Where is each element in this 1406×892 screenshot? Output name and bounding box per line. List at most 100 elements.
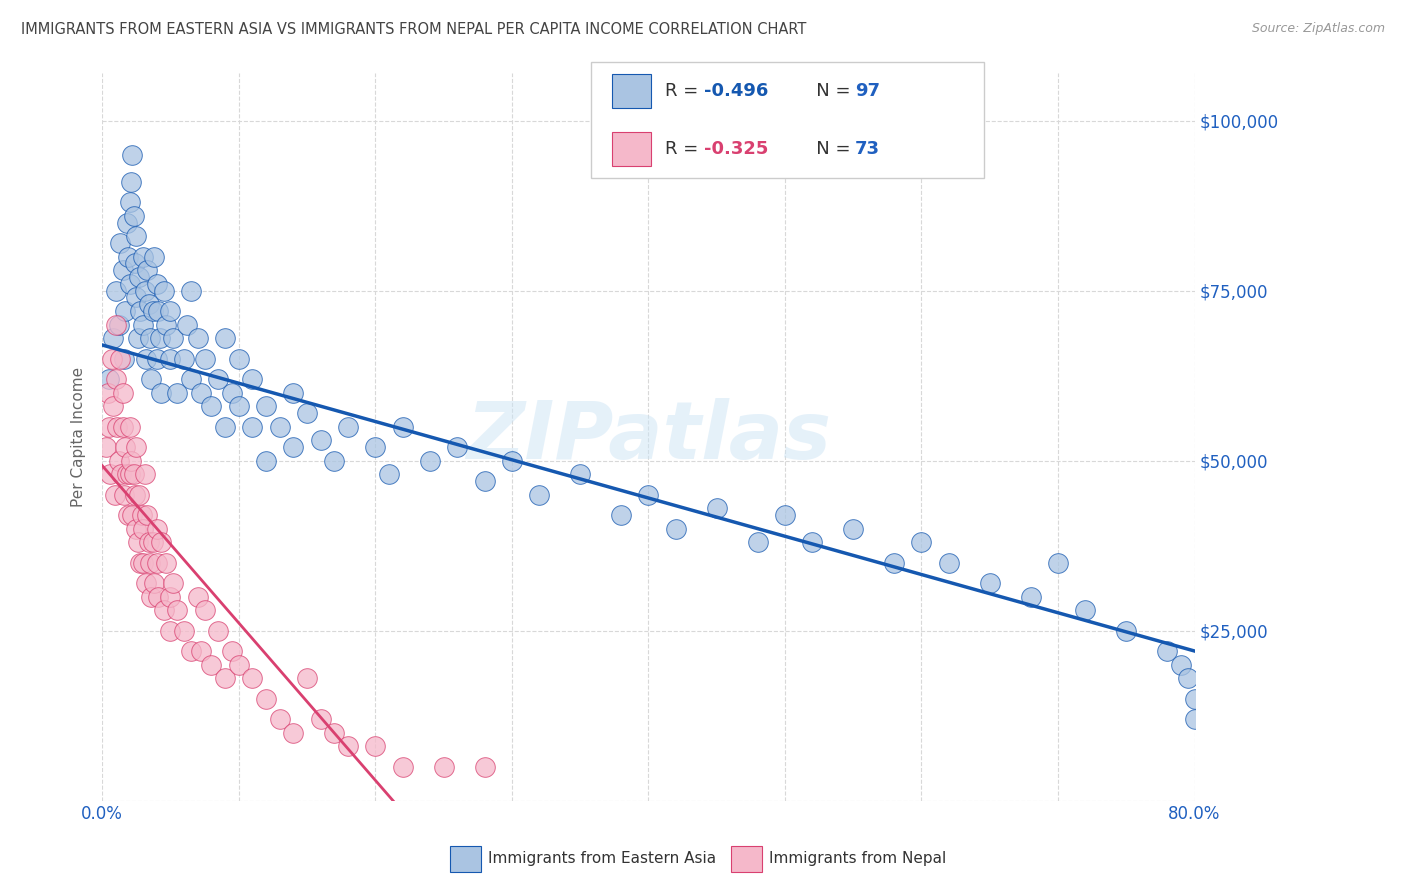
Point xyxy=(104,372,127,386)
Text: Source: ZipAtlas.com: Source: ZipAtlas.com xyxy=(1251,22,1385,36)
Point xyxy=(114,304,136,318)
Point xyxy=(121,508,143,522)
Point xyxy=(103,487,125,501)
Point xyxy=(173,624,195,638)
Point xyxy=(336,739,359,754)
Point xyxy=(128,270,150,285)
Point xyxy=(143,250,166,264)
Point xyxy=(129,556,152,570)
Point xyxy=(1115,624,1137,638)
Point xyxy=(124,256,146,270)
Point xyxy=(152,284,174,298)
Point xyxy=(132,556,155,570)
Point xyxy=(104,318,127,332)
Point xyxy=(446,440,468,454)
Point xyxy=(159,624,181,638)
Point xyxy=(309,433,332,447)
Point xyxy=(1074,603,1097,617)
Point xyxy=(309,712,332,726)
Point xyxy=(176,318,198,332)
Point xyxy=(148,304,170,318)
Point xyxy=(139,331,162,345)
Point xyxy=(842,522,865,536)
Point xyxy=(100,351,122,366)
Point xyxy=(148,590,170,604)
Point xyxy=(125,440,148,454)
Point xyxy=(112,351,135,366)
Point xyxy=(1184,712,1206,726)
Point xyxy=(432,759,454,773)
Point xyxy=(527,487,550,501)
Point xyxy=(107,318,129,332)
Text: R =: R = xyxy=(665,82,704,101)
Text: -0.325: -0.325 xyxy=(704,140,769,159)
Point xyxy=(127,331,149,345)
Point xyxy=(138,535,160,549)
Point xyxy=(117,508,139,522)
Point xyxy=(228,399,250,413)
Point xyxy=(96,440,118,454)
Point xyxy=(107,453,129,467)
Point xyxy=(665,522,688,536)
Point xyxy=(111,385,134,400)
Point xyxy=(187,590,209,604)
Point xyxy=(979,576,1001,591)
Point xyxy=(187,331,209,345)
Point xyxy=(200,657,222,672)
Point xyxy=(134,467,156,482)
Point xyxy=(1046,556,1069,570)
Point xyxy=(180,372,202,386)
Point xyxy=(101,399,124,413)
Point xyxy=(295,406,318,420)
Point xyxy=(100,467,122,482)
Point xyxy=(120,175,142,189)
Point xyxy=(166,385,188,400)
Point xyxy=(910,535,932,549)
Text: N =: N = xyxy=(799,140,856,159)
Point xyxy=(336,419,359,434)
Point xyxy=(108,351,131,366)
Point xyxy=(269,712,291,726)
Point xyxy=(214,331,236,345)
Point xyxy=(773,508,796,522)
Point xyxy=(132,250,155,264)
Point xyxy=(152,603,174,617)
Point xyxy=(135,576,157,591)
Point xyxy=(114,440,136,454)
Point xyxy=(637,487,659,501)
Point xyxy=(474,474,496,488)
Point xyxy=(173,351,195,366)
Point xyxy=(221,385,243,400)
Point xyxy=(214,671,236,685)
Point xyxy=(104,284,127,298)
Point xyxy=(254,453,277,467)
Point xyxy=(148,331,170,345)
Point xyxy=(207,372,229,386)
Point xyxy=(283,385,305,400)
Point xyxy=(105,419,128,434)
Point xyxy=(180,644,202,658)
Point xyxy=(391,419,413,434)
Point xyxy=(141,590,163,604)
Point xyxy=(747,535,769,549)
Point xyxy=(128,487,150,501)
Point xyxy=(108,235,131,250)
Point xyxy=(162,576,184,591)
Point xyxy=(1177,671,1199,685)
Point xyxy=(124,487,146,501)
Point xyxy=(207,624,229,638)
Point xyxy=(118,419,141,434)
Point xyxy=(283,725,305,739)
Point xyxy=(118,467,141,482)
Point xyxy=(1156,644,1178,658)
Point xyxy=(111,263,134,277)
Point xyxy=(214,419,236,434)
Point xyxy=(121,147,143,161)
Point xyxy=(378,467,401,482)
Text: 73: 73 xyxy=(855,140,880,159)
Point xyxy=(501,453,523,467)
Point xyxy=(228,657,250,672)
Point xyxy=(391,759,413,773)
Text: N =: N = xyxy=(799,82,856,101)
Point xyxy=(134,284,156,298)
